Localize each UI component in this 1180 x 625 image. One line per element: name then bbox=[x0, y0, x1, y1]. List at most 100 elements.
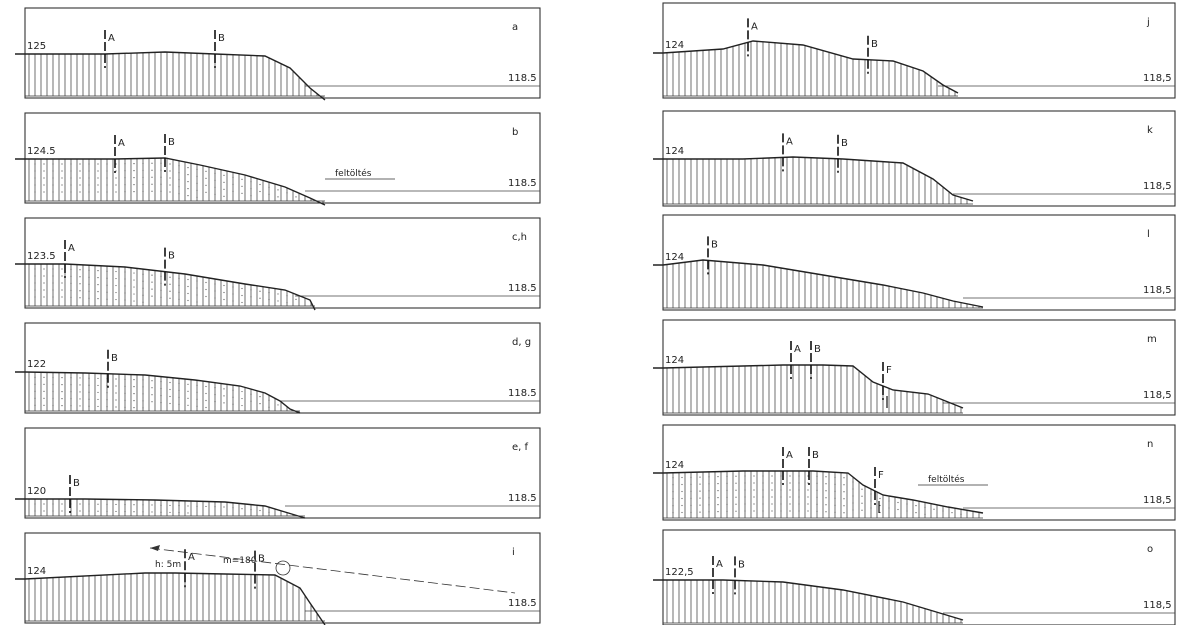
profile-panel-i: A B 124 118.5 i h: 5m m=180 bbox=[15, 532, 541, 625]
profile-panel-ef: B 120 118.5 e, f bbox=[15, 427, 541, 519]
profile-panel-b: A B 124.5 118.5 b feltöltés bbox=[15, 112, 541, 206]
marker-b-label: B bbox=[111, 353, 118, 364]
elevation-right-label: 118.5 bbox=[508, 73, 537, 84]
elevation-right-label: 118,5 bbox=[1143, 390, 1172, 401]
fill-stippling bbox=[672, 475, 962, 515]
marker-b-label: B bbox=[258, 554, 265, 565]
fill-stippling bbox=[34, 162, 297, 198]
panel-letter-label: e, f bbox=[512, 442, 529, 453]
elevation-left-label: 120 bbox=[27, 486, 46, 497]
marker-f-label: F bbox=[878, 470, 884, 481]
marker-b-label: B bbox=[218, 33, 225, 44]
marker-f-label: F bbox=[886, 365, 892, 376]
marker-a-label: A bbox=[751, 21, 758, 32]
panel-frame bbox=[24, 217, 541, 309]
elevation-left-label: 123.5 bbox=[27, 251, 56, 262]
elevation-left-label: 124 bbox=[665, 40, 684, 51]
elevation-left-label: 124 bbox=[665, 355, 684, 366]
panel-frame bbox=[24, 532, 541, 624]
panel-frame bbox=[24, 112, 541, 204]
profile-panel-a: A B 125 118.5 a bbox=[15, 7, 541, 101]
fill-stippling bbox=[34, 503, 270, 514]
panel-frame bbox=[24, 322, 541, 414]
ground-hatching bbox=[28, 499, 300, 517]
fill-stippling bbox=[34, 268, 297, 304]
marker-b-label: B bbox=[812, 450, 819, 461]
ground-hatching bbox=[666, 157, 968, 204]
panel-letter-label: n bbox=[1147, 439, 1153, 450]
observer-symbol bbox=[275, 560, 291, 576]
marker-b-label: B bbox=[738, 559, 745, 570]
ground-hatching bbox=[28, 372, 300, 413]
panel-frame bbox=[24, 427, 541, 519]
elevation-right-label: 118,5 bbox=[1143, 73, 1172, 84]
marker-b-label: B bbox=[168, 251, 175, 262]
elevation-right-label: 118,5 bbox=[1143, 495, 1172, 506]
ground-surface-line bbox=[653, 259, 984, 308]
marker-b-label: B bbox=[73, 478, 80, 489]
panel-letter-label: m bbox=[1147, 334, 1157, 345]
panel-letter-label: c,h bbox=[512, 232, 527, 243]
ground-surface-line bbox=[653, 156, 974, 202]
panel-letter-label: l bbox=[1147, 229, 1150, 240]
panel-letter-label: j bbox=[1146, 17, 1150, 28]
sight-line-arrow bbox=[150, 545, 160, 551]
marker-b-label: B bbox=[841, 138, 848, 149]
ground-surface-line bbox=[15, 498, 306, 519]
marker-a-label: A bbox=[118, 138, 125, 149]
ground-surface-line bbox=[653, 40, 959, 94]
panel-letter-label: o bbox=[1147, 544, 1153, 555]
panel-frame bbox=[24, 7, 541, 99]
ground-hatching bbox=[666, 41, 956, 96]
fill-annotation-label: feltöltés bbox=[928, 474, 965, 485]
ground-surface-line bbox=[15, 572, 326, 625]
ground-hatching bbox=[666, 580, 962, 623]
ground-hatching bbox=[666, 471, 980, 518]
sight-line bbox=[149, 547, 516, 594]
elevation-left-label: 122 bbox=[27, 359, 46, 370]
ground-hatching bbox=[28, 573, 324, 623]
elevation-left-label: 124 bbox=[665, 146, 684, 157]
elevation-left-label: 124.5 bbox=[27, 146, 56, 157]
profile-panel-l: B 124 118,5 l bbox=[653, 214, 1176, 311]
ground-hatching bbox=[28, 158, 324, 205]
profile-panel-ch: A B 123.5 118.5 c,h bbox=[15, 217, 541, 311]
marker-a-label: A bbox=[786, 136, 793, 147]
panel-frame bbox=[662, 2, 1176, 99]
profile-panel-o: A B 122,5 118,5 o bbox=[653, 529, 1176, 625]
elevation-left-label: 124 bbox=[27, 566, 46, 577]
marker-a-label: A bbox=[108, 33, 115, 44]
ground-hatching bbox=[666, 365, 962, 413]
marker-a-label: A bbox=[786, 450, 793, 461]
panel-letter-label: b bbox=[512, 127, 518, 138]
elevation-right-label: 118.5 bbox=[508, 598, 537, 609]
ground-surface-line bbox=[15, 371, 301, 414]
panel-letter-label: k bbox=[1147, 125, 1153, 136]
panel-letter-label: i bbox=[512, 547, 515, 558]
elevation-left-label: 124 bbox=[665, 460, 684, 471]
fill-annotation-label: feltöltés bbox=[335, 168, 372, 179]
elevation-right-label: 118.5 bbox=[508, 178, 537, 189]
ground-surface-line bbox=[15, 51, 326, 101]
marker-b-label: B bbox=[814, 344, 821, 355]
profile-panel-dg: B 122 118.5 d, g bbox=[15, 322, 541, 414]
height-note-label: h: 5m bbox=[155, 560, 181, 570]
ground-surface-line bbox=[653, 579, 964, 621]
ground-surface-line bbox=[15, 263, 316, 311]
ground-surface-line bbox=[653, 364, 964, 409]
distance-note-label: m=180 bbox=[223, 556, 257, 566]
elevation-right-label: 118,5 bbox=[1143, 600, 1172, 611]
profile-panel-n: A B F 124 118,5 n feltöltés bbox=[653, 424, 1176, 521]
marker-b-label: B bbox=[871, 39, 878, 50]
marker-a-label: A bbox=[794, 344, 801, 355]
elevation-right-label: 118.5 bbox=[508, 388, 537, 399]
fill-stippling bbox=[34, 376, 279, 409]
elevation-right-label: 118.5 bbox=[508, 283, 537, 294]
marker-b-label: B bbox=[711, 239, 718, 250]
panel-letter-label: a bbox=[512, 22, 518, 33]
elevation-right-label: 118,5 bbox=[1143, 285, 1172, 296]
elevation-left-label: 124 bbox=[665, 252, 684, 263]
profile-panel-j: A B 124 118,5 j bbox=[653, 2, 1176, 99]
marker-b-label: B bbox=[168, 137, 175, 148]
